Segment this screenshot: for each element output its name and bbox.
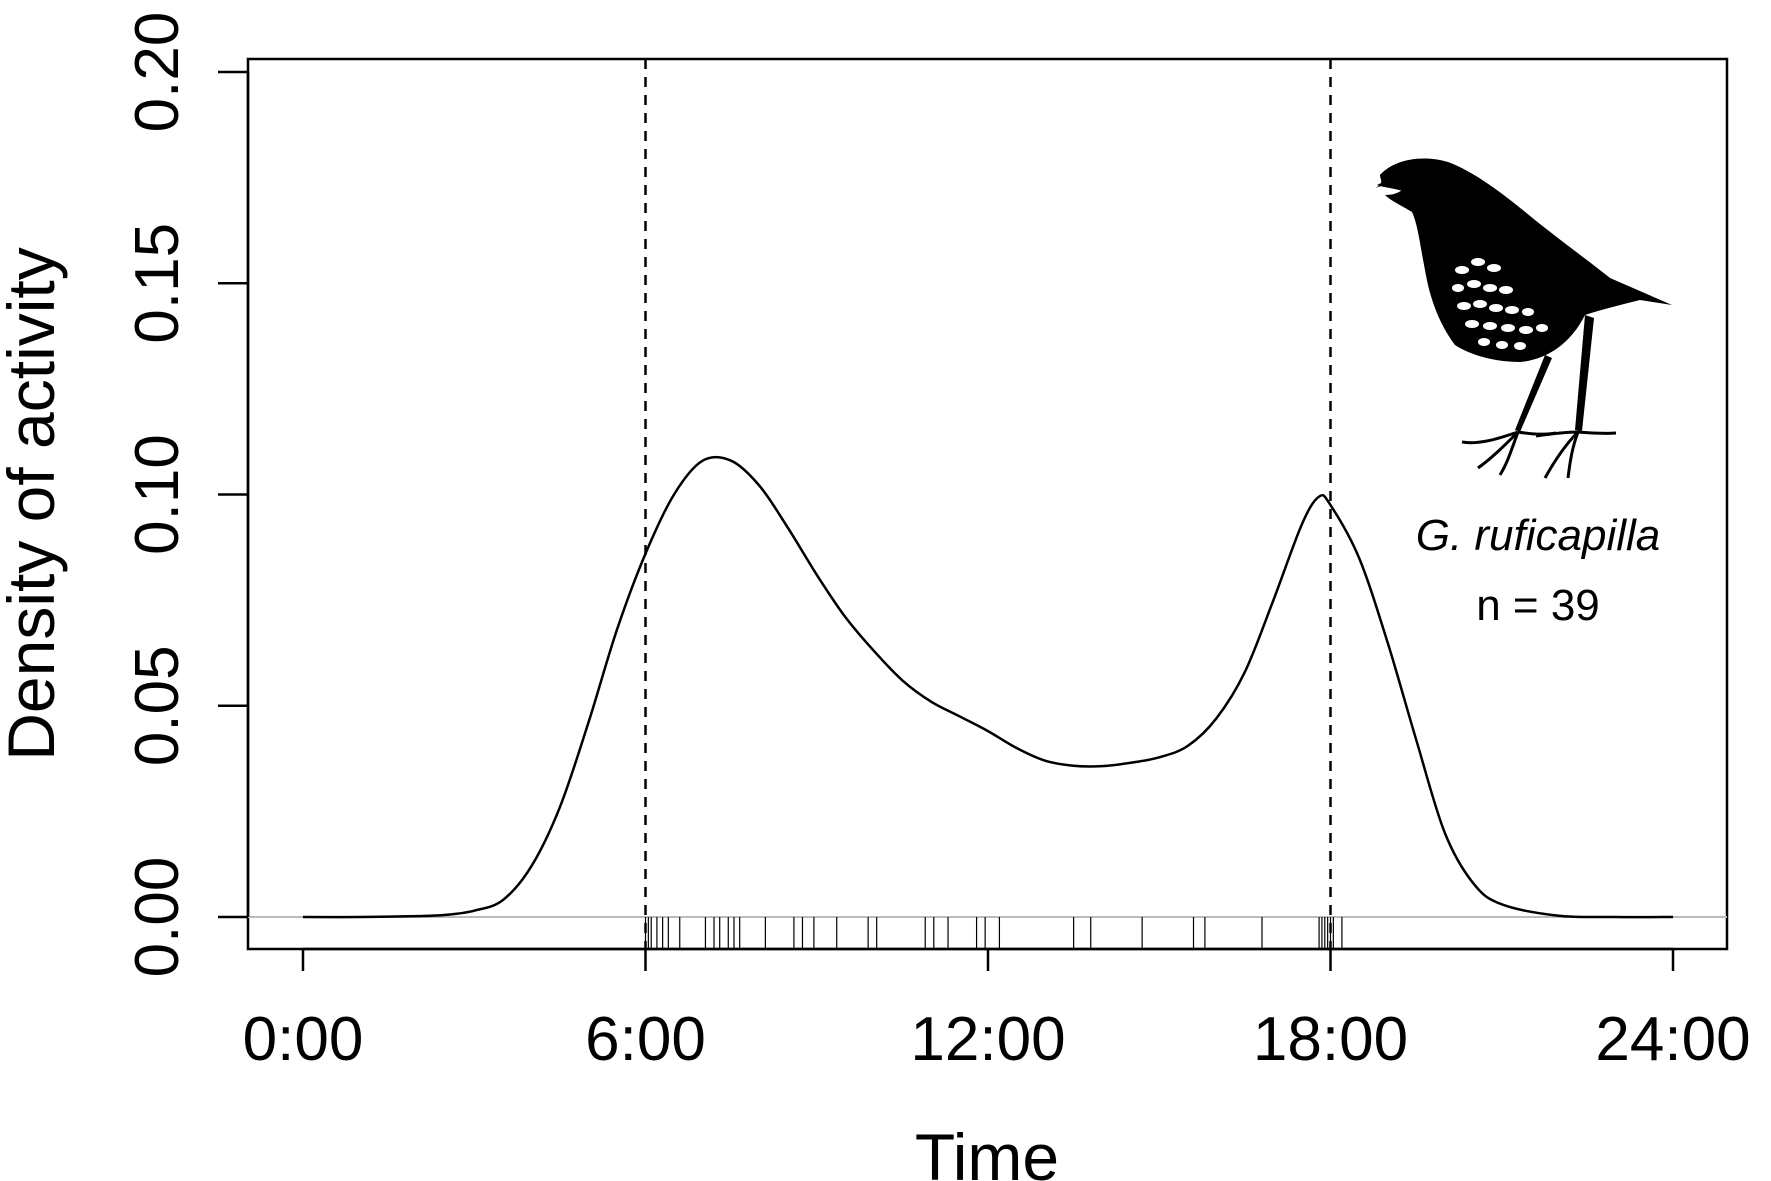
species-label: G. ruficapilla (1416, 511, 1661, 560)
density-curve (302, 455, 1674, 919)
x-axis: 0:00 6:00 12:00 18:00 24:00 (243, 947, 1751, 1074)
x-tick-label: 24:00 (1595, 1005, 1750, 1074)
x-tick-label: 6:00 (585, 1005, 706, 1074)
y-tick-label: 0.05 (123, 645, 192, 766)
y-tick-label: 0.20 (123, 12, 192, 133)
sample-size-label: n = 39 (1476, 581, 1600, 630)
x-tick-label: 18:00 (1253, 1005, 1408, 1074)
y-axis: 0.00 0.05 0.10 0.15 0.20 (123, 12, 250, 978)
reference-lines (248, 59, 1727, 949)
bird-silhouette-icon (1375, 158, 1672, 479)
rug-marks (644, 917, 1343, 949)
x-axis-title: Time (915, 1120, 1059, 1181)
y-tick-label: 0.10 (123, 434, 192, 555)
plot-frame (246, 57, 1729, 951)
y-axis-title: Density of activity (0, 247, 68, 761)
x-tick-label: 0:00 (243, 1005, 364, 1074)
x-tick-label: 12:00 (910, 1005, 1065, 1074)
y-tick-label: 0.15 (123, 223, 192, 344)
y-tick-label: 0.00 (123, 857, 192, 978)
